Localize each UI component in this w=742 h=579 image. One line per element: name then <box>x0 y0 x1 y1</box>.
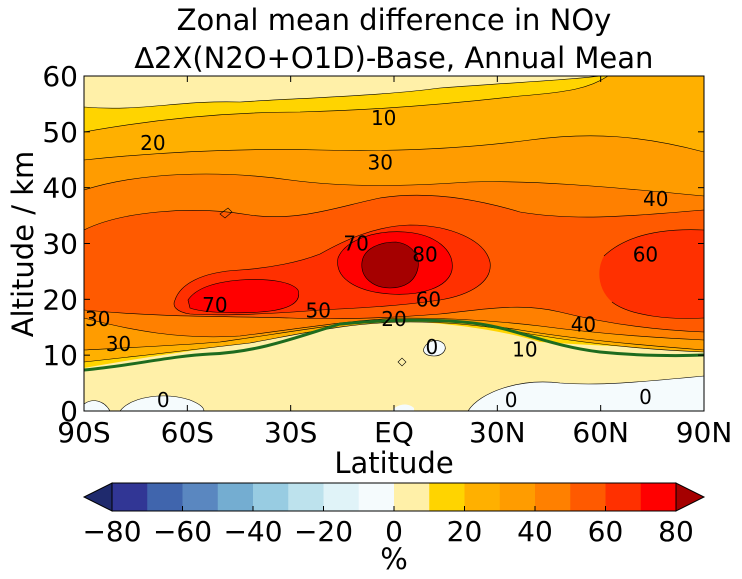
colorbar-swatch <box>288 483 324 511</box>
colorbar-tick-label: 40 <box>517 515 553 548</box>
contour-label: 70 <box>343 232 368 256</box>
y-tick-label: 0 <box>60 395 78 428</box>
colorbar-swatch <box>605 483 642 511</box>
contour-label: 30 <box>85 307 110 331</box>
colorbar-tick-label: 20 <box>447 515 483 548</box>
colorbar-swatch <box>535 483 571 511</box>
colorbar-swatch <box>429 483 465 511</box>
colorbar-swatch <box>640 483 677 511</box>
x-axis-label: Latitude <box>334 446 453 480</box>
x-tick-label: 90N <box>676 416 733 449</box>
colorbar-tick-label: 0 <box>385 515 403 548</box>
colorbar-swatch <box>112 483 148 511</box>
contour-label: 50 <box>305 299 330 323</box>
band-neg-patch-sh <box>120 395 204 411</box>
band-neg-lower <box>468 376 704 411</box>
colorbar-swatch <box>464 483 501 511</box>
colorbar-over-arrow <box>675 482 706 512</box>
band-neg-patch-eq <box>423 340 446 356</box>
colorbar-tick-label: −20 <box>294 515 353 548</box>
colorbar-label: % <box>380 542 408 576</box>
band-70-80-west <box>188 279 299 313</box>
contour-label: 0 <box>505 388 518 412</box>
contour-label: 70 <box>202 293 227 317</box>
y-tick-label: 40 <box>42 172 78 205</box>
x-tick-label: 90S <box>57 416 110 449</box>
chart-title: Zonal mean difference in NOy <box>177 3 612 37</box>
x-tick-label: EQ <box>374 416 414 449</box>
colorbar-swatch <box>358 483 395 511</box>
band-60-70-east <box>599 229 704 319</box>
colorbar-swatch <box>323 483 360 511</box>
colorbar: −80 −60 −40 −20 0 20 40 60 80 <box>82 482 706 548</box>
y-axis-label: Altitude / km <box>6 151 40 338</box>
colorbar-swatch <box>147 483 183 511</box>
colorbar-tick-label: 60 <box>588 515 624 548</box>
contour-label: 0 <box>157 388 170 412</box>
band-neg-patch-left <box>84 400 110 411</box>
colorbar-tick-label: −40 <box>223 515 282 548</box>
contour-label: 0 <box>426 335 439 359</box>
colorbar-swatch <box>570 483 606 511</box>
contour-label: 60 <box>633 243 658 267</box>
x-tick-label: 30S <box>264 416 317 449</box>
contour-label: 20 <box>381 307 406 331</box>
contour-field <box>84 76 704 411</box>
colorbar-swatch <box>217 483 254 511</box>
y-tick-label: 20 <box>42 283 78 316</box>
contour-label: 30 <box>367 151 392 175</box>
y-tick-label: 50 <box>42 116 78 149</box>
contour-label: 10 <box>512 338 537 362</box>
colorbar-swatch <box>499 483 536 511</box>
band-80-plus <box>361 242 419 288</box>
y-tick-label: 60 <box>42 60 78 93</box>
contour-label: 40 <box>643 187 668 211</box>
contour-label: 80 <box>412 243 437 267</box>
colorbar-tick-label: −60 <box>153 515 212 548</box>
band-neg-patch-eq2 <box>392 404 414 411</box>
contour-label: 20 <box>140 131 165 155</box>
x-axis: 90S 60S 30S EQ 30N 60N 90N <box>57 76 732 449</box>
x-tick-label: 60N <box>572 416 629 449</box>
colorbar-tick-label: −80 <box>82 515 141 548</box>
contour-label: 40 <box>571 312 596 336</box>
colorbar-swatch <box>182 483 219 511</box>
y-axis: 0 10 20 30 40 50 60 <box>42 60 704 428</box>
chart-subtitle: ∆2X(N2O+O1D)-Base, Annual Mean <box>134 41 654 75</box>
contour-label: 60 <box>416 287 441 311</box>
contour-label: 10 <box>371 106 396 130</box>
x-tick-label: 30N <box>469 416 526 449</box>
x-tick-label: 60S <box>161 416 214 449</box>
colorbar-swatch <box>253 483 289 511</box>
colorbar-swatch <box>394 483 430 511</box>
contour-label: 30 <box>106 332 131 356</box>
contour-label: 0 <box>639 385 652 409</box>
colorbar-tick-label: 80 <box>658 515 694 548</box>
y-tick-label: 10 <box>42 339 78 372</box>
tropopause-line <box>84 318 704 372</box>
colorbar-under-arrow <box>82 482 113 512</box>
y-tick-label: 30 <box>42 228 78 261</box>
